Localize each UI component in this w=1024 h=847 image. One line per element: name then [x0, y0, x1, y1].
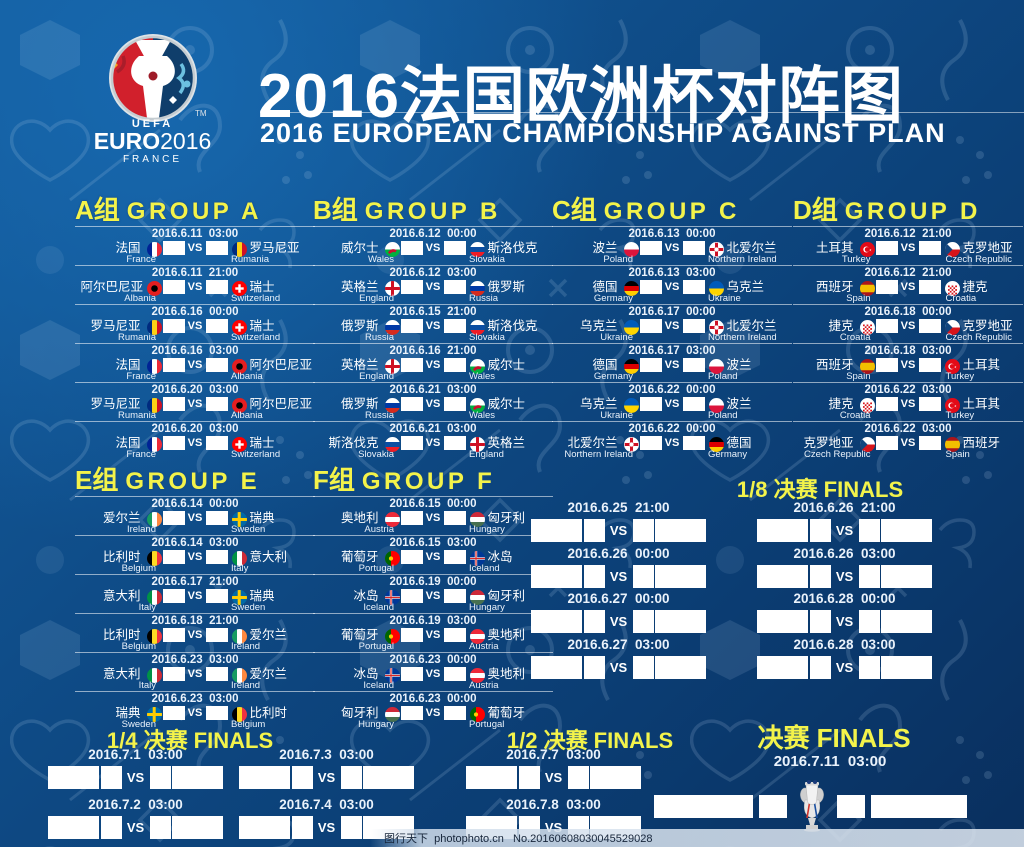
svg-text:TM: TM [195, 109, 207, 118]
